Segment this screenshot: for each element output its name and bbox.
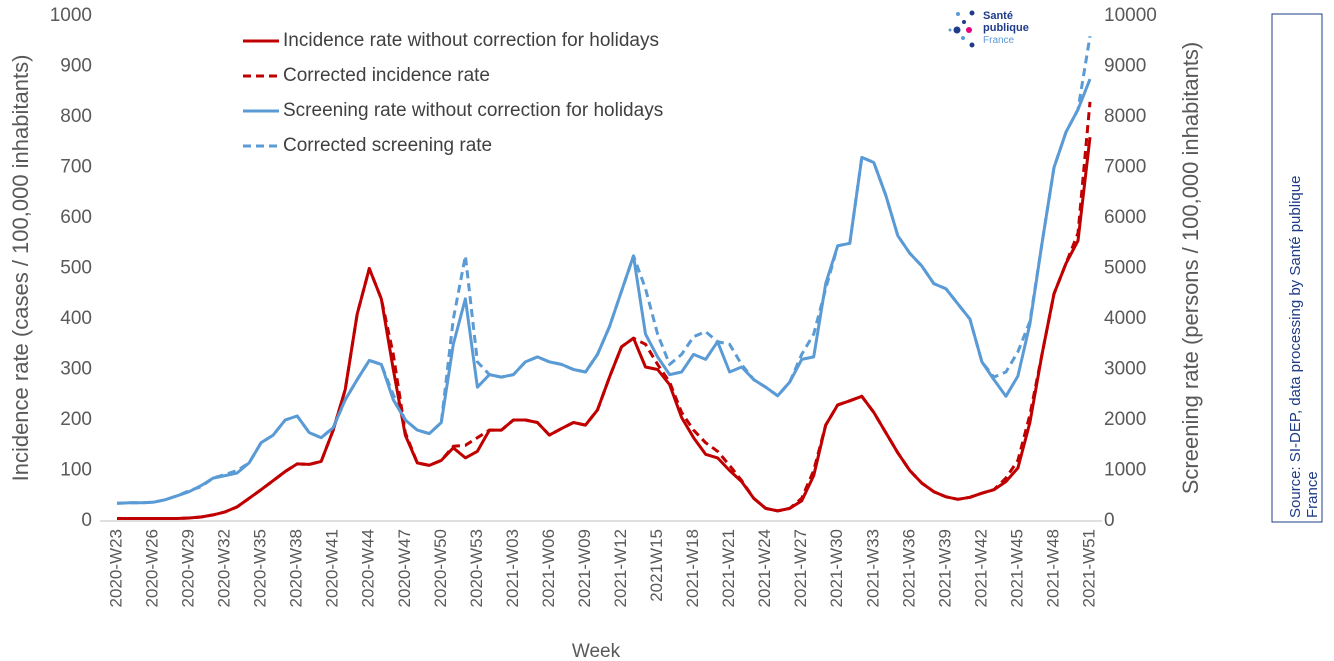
logo-dot (966, 27, 972, 33)
y2-tick-label: 9000 (1104, 56, 1146, 77)
x-tick-label: 2021-W18 (683, 529, 702, 607)
logo-dot (962, 20, 966, 24)
logo-dot (953, 26, 961, 34)
x-tick-label: 2020-W53 (467, 529, 486, 607)
x-tick-label: 2020-W38 (287, 529, 306, 607)
x-tick-label: 2020-W41 (323, 529, 342, 607)
y-tick-label: 400 (60, 308, 92, 329)
logo-text: France (983, 35, 1015, 46)
series-line (117, 101, 1092, 520)
y-tick-label: 100 (60, 460, 92, 481)
source-text: France (1304, 471, 1321, 518)
x-tick-label: 2021-W24 (755, 529, 774, 607)
y2-tick-label: 4000 (1104, 308, 1146, 329)
x-tick-label: 2021-W03 (503, 529, 522, 607)
y-tick-label: 200 (60, 409, 92, 430)
x-tick-label: 2020-W47 (395, 529, 414, 607)
logo-dot (948, 28, 952, 32)
x-axis-title: Week (572, 641, 621, 661)
y-tick-label: 1000 (50, 5, 92, 26)
x-tick-label: 2020-W44 (359, 529, 378, 607)
x-tick-label: 2020-W26 (143, 529, 162, 607)
logo-text: Santé (983, 10, 1013, 22)
x-tick-label: 2021-W36 (899, 529, 918, 607)
y-tick-label: 600 (60, 207, 92, 228)
source-text: Source: SI-DEP, data processing by Santé… (1287, 176, 1304, 518)
y2-tick-label: 8000 (1104, 106, 1146, 127)
x-tick-label: 2021-W33 (863, 529, 882, 607)
y-tick-label: 300 (60, 359, 92, 380)
y2-tick-label: 3000 (1104, 359, 1146, 380)
legend-label: Incidence rate without correction for ho… (283, 30, 659, 51)
x-tick-label: 2020-W23 (106, 529, 125, 607)
x-tick-label: 2021-W21 (719, 529, 738, 607)
y2-tick-label: 0 (1104, 510, 1115, 531)
logo-dot (956, 12, 960, 16)
x-tick-label: 2021-W12 (611, 529, 630, 607)
y2-tick-label: 5000 (1104, 258, 1146, 279)
source-box (1271, 13, 1323, 523)
y-tick-label: 500 (60, 258, 92, 279)
x-tick-label: 2021-W42 (971, 529, 990, 607)
legend-label: Corrected screening rate (283, 135, 492, 156)
x-tick-label: 2021-W06 (539, 529, 558, 607)
y2-axis-title: Screening rate (persons / 100,000 inhabi… (1178, 42, 1203, 495)
series-line (117, 137, 1092, 520)
y2-tick-label: 10000 (1104, 5, 1157, 26)
x-tick-label: 2020-W35 (251, 529, 270, 607)
x-tick-label: 2021W15 (647, 529, 666, 602)
logo-dot (969, 42, 975, 48)
x-tick-label: 2020-W50 (431, 529, 450, 607)
x-tick-label: 2020-W29 (179, 529, 198, 607)
y-tick-label: 0 (81, 510, 92, 531)
x-tick-label: 2021-W48 (1043, 529, 1062, 607)
legend-label: Screening rate without correction for ho… (283, 100, 663, 121)
x-tick-label: 2021-W09 (575, 529, 594, 607)
x-tick-label: 2021-W27 (791, 529, 810, 607)
series-line (116, 78, 1092, 505)
x-tick-label: 2021-W45 (1007, 529, 1026, 607)
y2-tick-label: 2000 (1104, 409, 1146, 430)
y2-tick-label: 6000 (1104, 207, 1146, 228)
x-tick-label: 2021-W39 (935, 529, 954, 607)
x-tick-label: 2021-W51 (1079, 529, 1098, 607)
x-tick-label: 2020-W32 (215, 529, 234, 607)
legend-label: Corrected incidence rate (283, 65, 490, 86)
logo-text: publique (983, 22, 1029, 34)
logo-dot (961, 36, 965, 40)
y-tick-label: 800 (60, 106, 92, 127)
y2-tick-label: 1000 (1104, 460, 1146, 481)
logo-dot (969, 10, 975, 16)
logo: Santé publique France (948, 10, 1029, 48)
y-tick-label: 700 (60, 157, 92, 178)
x-tick-label: 2021-W30 (827, 529, 846, 607)
y-tick-label: 900 (60, 56, 92, 77)
y-axis-title: Incidence rate (cases / 100,000 inhabita… (8, 55, 33, 482)
y2-tick-label: 7000 (1104, 157, 1146, 178)
